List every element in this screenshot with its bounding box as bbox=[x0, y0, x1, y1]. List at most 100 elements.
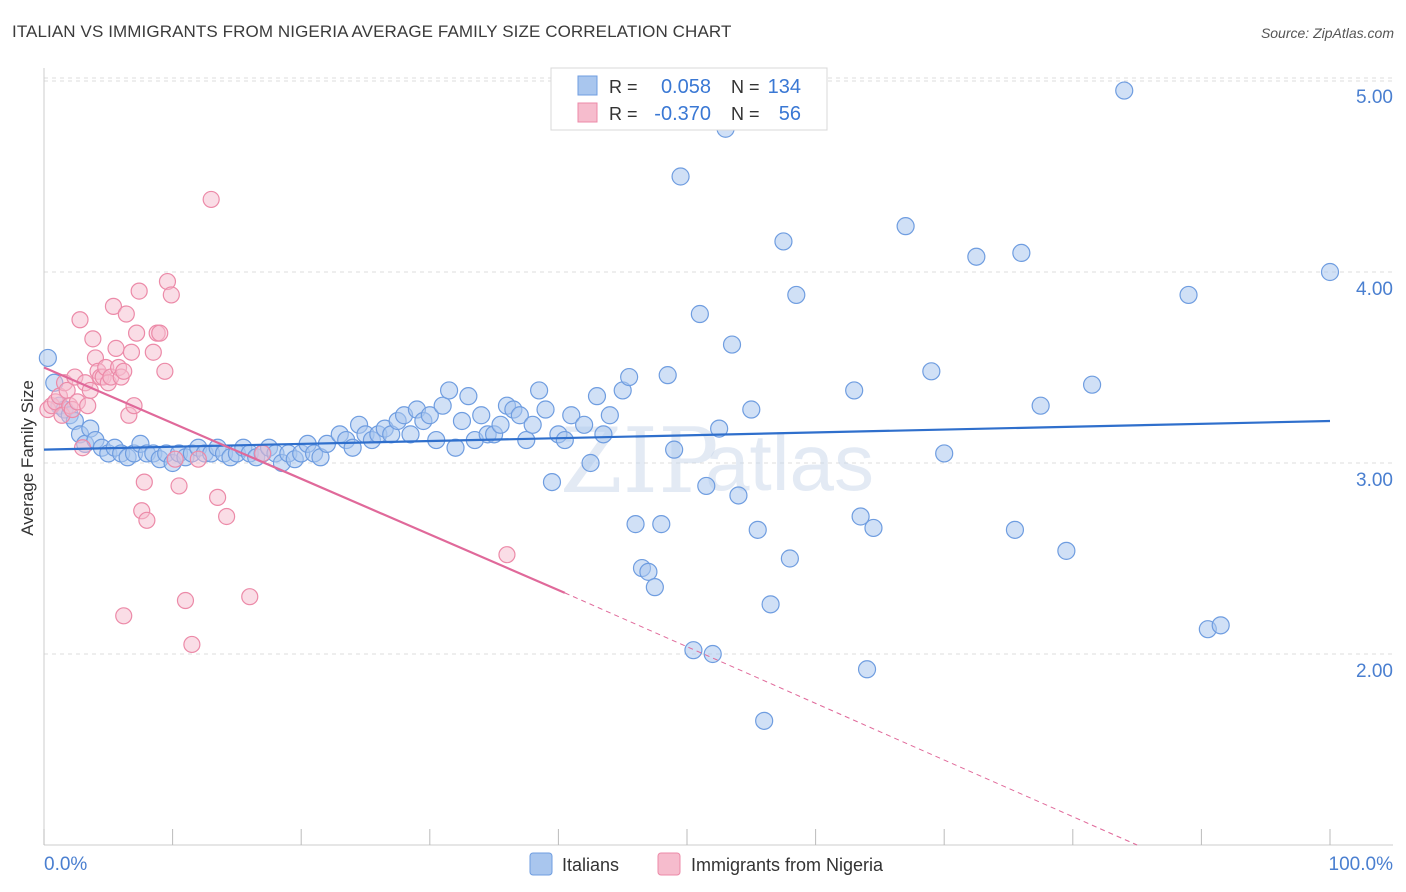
italians-point-90 bbox=[626, 515, 645, 534]
bottom-legend-swatch-italians bbox=[529, 852, 553, 876]
italians-point-109 bbox=[761, 595, 780, 614]
italians-point-124 bbox=[1057, 541, 1076, 560]
italians-point-113 bbox=[845, 381, 864, 400]
italians-point-89 bbox=[620, 367, 639, 387]
italians-point-66 bbox=[459, 387, 478, 406]
italians-point-71 bbox=[491, 415, 510, 434]
x-tick-label-max: 100.0% bbox=[1329, 854, 1394, 875]
y-tick-label-4: 4.00 bbox=[1356, 279, 1393, 300]
series-nigeria-points bbox=[39, 190, 516, 654]
y-tick-label-5: 5.00 bbox=[1356, 87, 1393, 108]
chart-title: ITALIAN VS IMMIGRANTS FROM NIGERIA AVERA… bbox=[12, 22, 732, 41]
italians-point-110 bbox=[774, 232, 793, 251]
italians-point-74 bbox=[510, 406, 529, 425]
nigeria-point-50 bbox=[209, 488, 227, 506]
italians-point-122 bbox=[1012, 243, 1031, 262]
italians-point-116 bbox=[864, 518, 883, 538]
italians-point-78 bbox=[536, 400, 555, 419]
italians-point-95 bbox=[658, 366, 677, 385]
nigeria-point-31 bbox=[122, 343, 141, 361]
legend-n-label-italians: N = bbox=[731, 77, 760, 97]
italians-point-98 bbox=[684, 641, 703, 660]
italians-point-100 bbox=[697, 476, 716, 496]
nigeria-point-29 bbox=[117, 305, 135, 323]
nigeria-point-41 bbox=[156, 362, 174, 380]
trend-lines bbox=[43, 366, 1331, 846]
bottom-legend-label-nigeria: Immigrants from Nigeria bbox=[691, 855, 884, 875]
italians-point-84 bbox=[581, 453, 600, 473]
legend-n-label-nigeria: N = bbox=[731, 104, 760, 124]
italians-point-104 bbox=[722, 335, 742, 354]
italians-point-94 bbox=[652, 515, 671, 534]
italians-point-112 bbox=[787, 285, 806, 305]
nigeria-point-48 bbox=[189, 450, 207, 468]
axes bbox=[43, 68, 1393, 846]
italians-point-79 bbox=[542, 473, 562, 492]
nigeria-point-24 bbox=[104, 297, 123, 315]
nigeria-point-43 bbox=[162, 286, 180, 304]
italians-point-62 bbox=[433, 396, 452, 415]
italians-point-126 bbox=[1115, 81, 1134, 100]
nigeria-point-52 bbox=[241, 588, 259, 606]
source-label: Source: ZipAtlas.com bbox=[1260, 25, 1394, 41]
series-italians-points bbox=[38, 81, 1340, 730]
nigeria-point-49 bbox=[202, 190, 220, 209]
italians-point-76 bbox=[523, 415, 542, 434]
italians-point-101 bbox=[703, 644, 722, 664]
legend-swatch-nigeria bbox=[577, 102, 598, 123]
italians-point-64 bbox=[446, 438, 465, 457]
italians-point-60 bbox=[420, 406, 439, 425]
italians-point-114 bbox=[851, 507, 870, 526]
italians-point-106 bbox=[742, 400, 761, 419]
nigeria-trend-extrapolated bbox=[564, 592, 1138, 846]
italians-point-81 bbox=[555, 430, 574, 450]
italians-point-92 bbox=[639, 562, 658, 581]
legend-r-label-italians: R = bbox=[609, 77, 638, 97]
italians-point-87 bbox=[600, 406, 619, 425]
nigeria-point-47 bbox=[183, 635, 201, 654]
italians-point-119 bbox=[935, 444, 954, 463]
italians-point-77 bbox=[530, 381, 549, 400]
italians-point-120 bbox=[967, 247, 986, 266]
italians-point-99 bbox=[690, 304, 709, 324]
italians-point-107 bbox=[748, 520, 767, 539]
legend-box: R = 0.058 N = 134 R = -0.370 N = 56 bbox=[550, 67, 828, 131]
italians-point-111 bbox=[780, 549, 799, 568]
legend-n-value-nigeria: 56 bbox=[779, 103, 801, 125]
italians-point-93 bbox=[645, 578, 664, 597]
italians-point-0 bbox=[38, 348, 57, 368]
nigeria-point-38 bbox=[144, 343, 162, 361]
italians-point-57 bbox=[401, 425, 420, 444]
bottom-legend-label-italians: Italians bbox=[562, 855, 619, 875]
legend-r-value-nigeria: -0.370 bbox=[654, 103, 711, 125]
italians-point-102 bbox=[710, 419, 729, 438]
italians-point-96 bbox=[665, 440, 684, 459]
bottom-legend-swatch-nigeria bbox=[657, 852, 681, 876]
italians-point-105 bbox=[729, 486, 748, 505]
italians-point-129 bbox=[1211, 616, 1230, 635]
italians-point-118 bbox=[922, 362, 941, 381]
italians-point-127 bbox=[1179, 285, 1198, 305]
italians-point-68 bbox=[472, 406, 491, 425]
y-tick-label-3: 3.00 bbox=[1356, 470, 1393, 491]
nigeria-point-54 bbox=[498, 546, 516, 564]
italians-trend-line bbox=[43, 419, 1331, 451]
nigeria-point-28 bbox=[115, 362, 133, 380]
italians-point-97 bbox=[671, 167, 690, 186]
nigeria-point-25 bbox=[107, 339, 125, 357]
nigeria-trend-line bbox=[43, 366, 566, 594]
y-tick-label-2: 2.00 bbox=[1356, 661, 1393, 682]
nigeria-point-36 bbox=[135, 473, 153, 491]
italians-point-121 bbox=[1005, 520, 1025, 539]
nigeria-point-46 bbox=[176, 591, 195, 610]
italians-point-82 bbox=[562, 406, 581, 425]
italians-point-85 bbox=[587, 387, 607, 406]
legend-r-value-italians: 0.058 bbox=[661, 76, 711, 98]
italians-point-65 bbox=[452, 411, 472, 431]
italians-point-115 bbox=[857, 660, 877, 679]
nigeria-point-16 bbox=[84, 330, 102, 348]
bottom-legend: Italians Immigrants from Nigeria bbox=[529, 852, 884, 876]
italians-point-117 bbox=[896, 217, 915, 236]
legend-swatch-italians bbox=[577, 75, 598, 96]
